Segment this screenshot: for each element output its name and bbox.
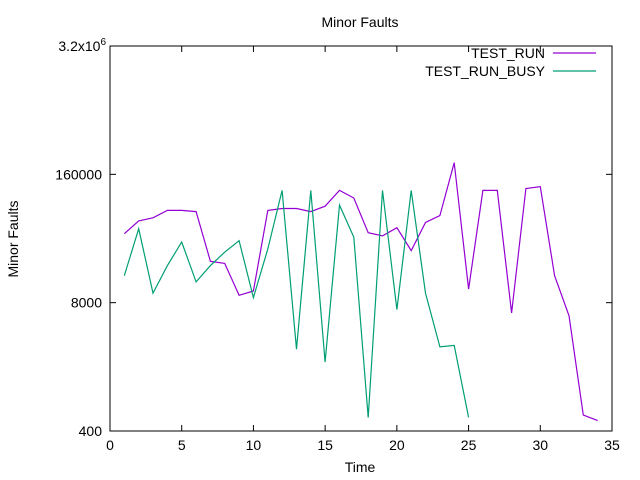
y-axis-label: Minor Faults <box>5 200 21 277</box>
y-tick-label: 400 <box>79 423 103 439</box>
x-tick-label: 25 <box>461 437 477 453</box>
plot-frame <box>109 45 613 432</box>
y-tick-label: 3.2x106 <box>58 37 106 54</box>
x-tick-label: 30 <box>532 437 548 453</box>
x-tick-label: 35 <box>604 437 620 453</box>
x-tick-label: 20 <box>389 437 405 453</box>
x-tick-label: 10 <box>246 437 262 453</box>
legend-label: TEST_RUN_BUSY <box>425 63 545 79</box>
y-tick-label: 160000 <box>55 166 102 182</box>
series-line-test-run <box>123 162 598 422</box>
y-tick-label: 8000 <box>71 295 102 311</box>
series-line-test-run-busy <box>123 190 470 418</box>
x-tick-label: 15 <box>317 437 333 453</box>
x-axis-label: Time <box>345 459 376 475</box>
plot-area: 0 5 10 15 20 25 30 35 400 8000 160000 3.2x106 <box>55 37 620 453</box>
legend-label: TEST_RUN <box>471 45 545 61</box>
chart-title: Minor Faults <box>321 14 398 30</box>
x-tick-label: 0 <box>106 437 114 453</box>
y-tick-exponent: 6 <box>100 37 106 48</box>
x-tick-label: 5 <box>178 437 186 453</box>
legend: TEST_RUN TEST_RUN_BUSY <box>425 45 596 79</box>
